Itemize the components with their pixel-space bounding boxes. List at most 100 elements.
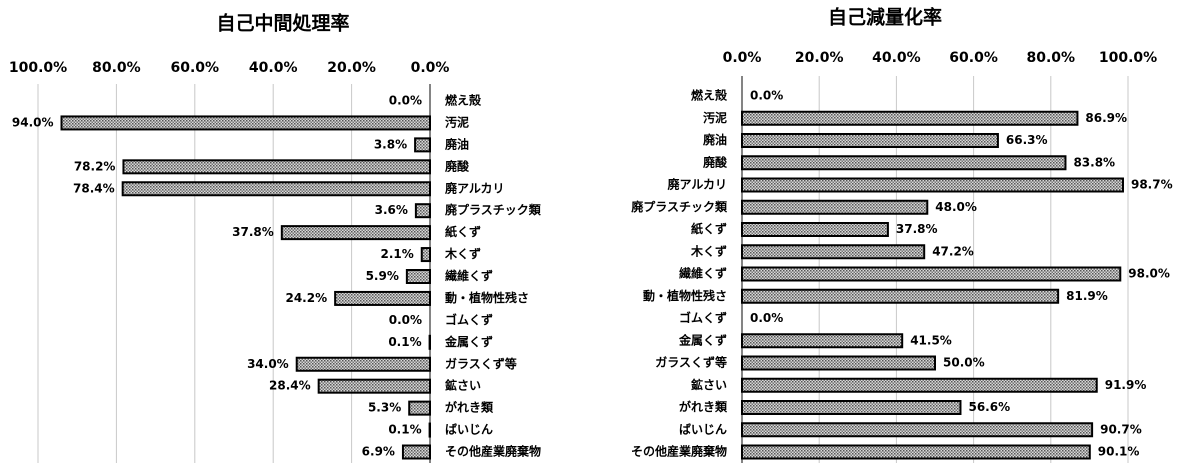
value-label: 86.9% bbox=[1085, 111, 1127, 125]
value-label: 5.9% bbox=[366, 269, 399, 283]
x-tick-label: 0.0% bbox=[411, 60, 450, 76]
x-tick-label: 0.0% bbox=[723, 50, 762, 66]
x-tick-label: 40.0% bbox=[249, 60, 298, 76]
category-label: 廃酸 bbox=[445, 158, 470, 173]
value-label: 0.0% bbox=[389, 313, 422, 327]
category-label: 燃え殻 bbox=[691, 88, 728, 103]
chart-title: 自己中間処理率 bbox=[216, 12, 349, 35]
bar bbox=[741, 110, 1079, 126]
category-label: ばいじん bbox=[445, 422, 493, 437]
category-label: その他産業廃棄物 bbox=[445, 444, 541, 459]
category-label: 繊維くず bbox=[445, 268, 493, 283]
value-label: 2.1% bbox=[380, 247, 413, 261]
category-label: 繊維くず bbox=[679, 266, 727, 281]
category-label: がれき類 bbox=[679, 399, 728, 414]
bar bbox=[122, 159, 432, 175]
value-label: 6.9% bbox=[362, 445, 395, 459]
x-tick-label: 60.0% bbox=[171, 60, 220, 76]
x-tick-label: 40.0% bbox=[872, 50, 921, 66]
x-tick-label: 20.0% bbox=[795, 50, 844, 66]
value-label: 50.0% bbox=[943, 356, 985, 370]
x-tick-label: 20.0% bbox=[327, 60, 376, 76]
category-label: 廃プラスチック類 bbox=[631, 199, 728, 214]
value-label: 0.0% bbox=[750, 311, 783, 325]
bar bbox=[741, 199, 929, 215]
value-label: 34.0% bbox=[247, 357, 289, 371]
bar bbox=[60, 115, 432, 131]
value-label: 98.0% bbox=[1128, 267, 1170, 281]
bar bbox=[741, 400, 962, 415]
value-label: 24.2% bbox=[285, 291, 327, 305]
category-label: 木くず bbox=[690, 243, 727, 258]
value-label: 0.1% bbox=[388, 335, 421, 349]
value-label: 98.7% bbox=[1131, 178, 1173, 192]
category-label: 廃アルカリ bbox=[667, 177, 727, 192]
category-label: 廃アルカリ bbox=[445, 180, 505, 195]
category-label: 金属くず bbox=[678, 332, 727, 347]
x-tick-label: 80.0% bbox=[1027, 50, 1076, 66]
value-label: 94.0% bbox=[12, 115, 54, 129]
value-label: 41.5% bbox=[910, 333, 952, 347]
category-label: 汚泥 bbox=[703, 110, 727, 125]
category-label: 紙くず bbox=[691, 221, 727, 236]
bar bbox=[295, 356, 431, 372]
value-label: 90.7% bbox=[1100, 422, 1142, 436]
bar bbox=[405, 269, 432, 284]
bar bbox=[414, 203, 431, 219]
bar bbox=[741, 444, 1091, 460]
x-tick-label: 100.0% bbox=[9, 60, 67, 76]
value-label: 66.3% bbox=[1006, 133, 1048, 147]
bar bbox=[414, 137, 432, 153]
category-label: 金属くず bbox=[444, 334, 493, 349]
x-tick-label: 60.0% bbox=[949, 50, 998, 66]
category-label: ゴムくず bbox=[679, 310, 727, 325]
bar bbox=[401, 444, 431, 460]
value-label: 91.9% bbox=[1105, 378, 1147, 392]
category-label: 動・植物性残さ bbox=[643, 288, 727, 303]
category-label: 廃油 bbox=[703, 132, 727, 147]
bar bbox=[741, 377, 1098, 393]
value-label: 3.6% bbox=[375, 203, 408, 217]
bar bbox=[741, 355, 936, 371]
category-label: 鉱さい bbox=[691, 377, 727, 392]
bar bbox=[741, 133, 999, 148]
value-label: 78.2% bbox=[74, 159, 116, 173]
value-label: 37.8% bbox=[896, 222, 938, 236]
value-label: 48.0% bbox=[935, 200, 977, 214]
bar bbox=[741, 155, 1067, 171]
value-label: 3.8% bbox=[374, 137, 407, 151]
value-label: 0.1% bbox=[388, 423, 421, 437]
value-label: 0.0% bbox=[389, 94, 422, 108]
bar bbox=[741, 266, 1122, 282]
bar bbox=[741, 333, 904, 349]
bar bbox=[741, 422, 1094, 438]
x-tick-label: 80.0% bbox=[92, 60, 141, 76]
value-label: 0.0% bbox=[750, 89, 783, 103]
category-label: 紙くず bbox=[445, 224, 481, 239]
bar bbox=[741, 222, 889, 237]
category-label: 廃プラスチック類 bbox=[445, 202, 542, 217]
category-label: ガラスくず等 bbox=[445, 356, 517, 371]
value-label: 28.4% bbox=[269, 379, 311, 393]
value-label: 78.4% bbox=[73, 181, 115, 195]
bar bbox=[121, 181, 431, 197]
category-label: 燃え殻 bbox=[445, 93, 482, 108]
bar bbox=[317, 378, 431, 394]
value-label: 37.8% bbox=[232, 225, 274, 239]
category-label: 廃油 bbox=[445, 136, 469, 151]
category-label: ガラスくず等 bbox=[655, 355, 727, 370]
category-label: がれき類 bbox=[445, 400, 494, 415]
category-label: 鉱さい bbox=[445, 378, 481, 393]
bar bbox=[741, 244, 926, 260]
category-label: 廃酸 bbox=[703, 154, 728, 169]
value-label: 90.1% bbox=[1098, 445, 1140, 459]
category-label: その他産業廃棄物 bbox=[631, 444, 727, 459]
category-label: ゴムくず bbox=[445, 312, 493, 327]
value-label: 5.3% bbox=[368, 401, 401, 415]
bar bbox=[334, 290, 431, 306]
value-label: 83.8% bbox=[1073, 155, 1115, 169]
bar bbox=[741, 288, 1060, 304]
bar bbox=[420, 247, 432, 263]
bar bbox=[741, 177, 1124, 193]
